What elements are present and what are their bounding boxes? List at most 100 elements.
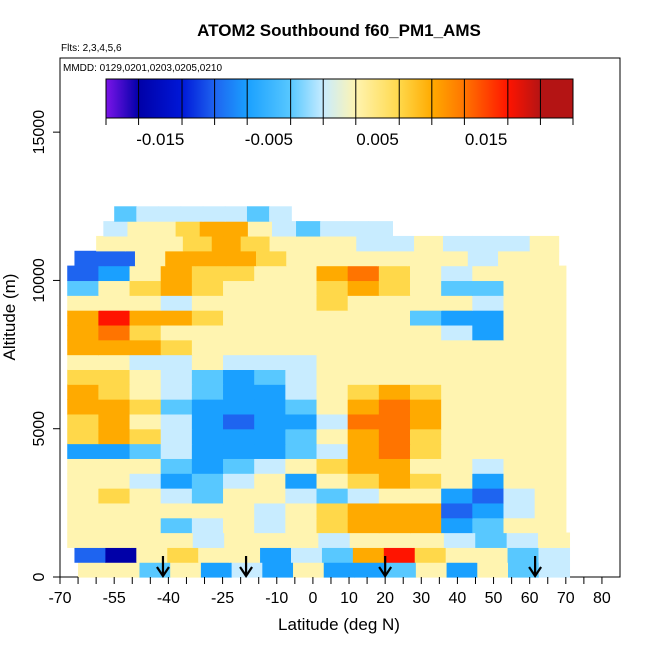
heat-cell [285,384,318,400]
heat-cell [192,532,225,548]
heat-cell [98,413,131,430]
heat-cell [160,502,193,519]
heat-cell [534,265,567,282]
heat-cell [254,339,286,356]
heat-cell [285,502,318,519]
heat-cell [378,310,411,326]
heat-cell [223,488,255,504]
heat-cell [378,413,411,430]
heat-cell [260,547,292,563]
heat-cell [503,280,536,296]
heat-cell [286,532,319,548]
heat-cell [378,443,411,459]
heat-cell [129,295,162,311]
heat-cell [534,517,567,534]
heat-cell [160,413,193,430]
heat-cell [254,280,286,296]
heat-cell [285,369,318,385]
heat-cell [410,339,442,356]
heat-cell [67,265,99,282]
heat-cell [129,473,162,489]
heat-cell [316,502,349,519]
heat-cell [98,280,131,296]
heat-cell [472,488,505,504]
x-tick-label: 70 [557,590,575,607]
heat-cell [98,339,131,356]
heat-cell [223,354,255,370]
heat-cell [160,354,193,370]
heat-cell [191,354,224,370]
heat-cell [354,562,386,578]
heat-cell [191,443,224,459]
x-tick-label: 60 [521,590,539,607]
heat-cell [472,443,505,459]
heat-cell [98,399,131,415]
heat-cell [254,384,286,400]
heat-cell [191,399,224,415]
heat-cell [129,354,162,370]
heat-cell [98,324,131,341]
heat-cell [534,413,567,430]
heat-cell [285,488,318,504]
heat-cell [441,310,473,326]
heat-cell [471,235,502,252]
heat-cell [503,354,536,370]
heat-cell [347,399,380,415]
heat-cell [254,265,286,282]
heat-cell [441,443,473,459]
heat-cell [529,235,560,252]
heat-cell [316,428,349,445]
heat-cell [410,295,442,311]
heat-cell [534,458,567,474]
heat-cell [378,384,411,400]
heat-cell [136,547,168,563]
colorbar-segment [507,79,541,118]
heat-cell [191,488,224,504]
heat-cell [441,473,473,489]
heat-cell [347,280,380,296]
heat-cell [472,280,505,296]
x-tick-label: 30 [412,590,430,607]
heat-cell [223,458,255,474]
heat-cell [410,488,442,504]
heat-cell [472,310,505,326]
y-axis: 0 5000 10000 15000 [31,110,60,581]
heat-cell [160,265,193,282]
heat-cell [108,562,141,578]
heat-cell [160,399,193,415]
heat-cell [528,250,560,267]
heat-cell [472,473,505,489]
heat-cell [170,562,202,578]
heat-cell [503,339,536,356]
heat-cell [414,235,444,252]
heat-cell [167,547,199,563]
heat-cell [415,562,448,578]
heat-cell [316,413,349,430]
heat-cell [534,502,567,519]
heat-cell [129,399,162,415]
x-tick-label: -10 [265,590,288,607]
heat-cell [74,250,106,267]
heat-cell [254,324,286,341]
heat-cell [129,369,162,385]
sonde-arrow-head [239,566,253,578]
heat-cell [254,369,286,385]
heat-cell [441,502,473,519]
heat-cell [503,265,536,282]
heat-cell [153,235,184,252]
heat-cell [368,221,393,237]
heat-cell [98,369,131,385]
heat-cell [378,339,411,356]
heat-cell [285,413,318,430]
heat-cell [410,428,442,445]
heat-cell [129,324,162,341]
heat-cell [191,295,224,311]
heat-cell [441,488,473,504]
colorbar-segment [355,79,400,118]
heat-cell [503,517,536,534]
heat-cell [67,324,99,341]
colorbar-tick-label: 0.005 [356,130,399,149]
heat-cell [285,399,318,415]
heat-cell [98,384,131,400]
heat-cell [503,502,536,519]
